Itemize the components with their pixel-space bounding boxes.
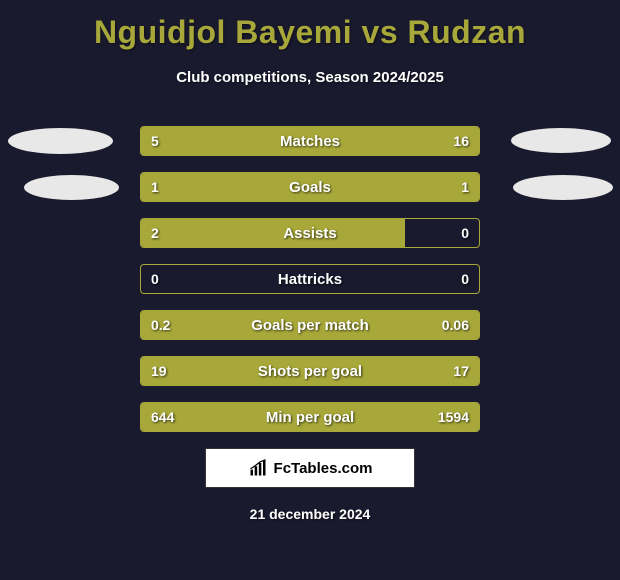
stat-label: Shots per goal: [141, 357, 479, 385]
player-left-oval-1: [8, 128, 113, 154]
comparison-subtitle: Club competitions, Season 2024/2025: [0, 69, 620, 86]
chart-icon: [248, 458, 268, 478]
stat-row: 11Goals: [140, 172, 480, 202]
stat-label: Min per goal: [141, 403, 479, 431]
player-right-oval-1: [511, 128, 611, 153]
stat-row: 0.20.06Goals per match: [140, 310, 480, 340]
comparison-date: 21 december 2024: [0, 506, 620, 522]
comparison-title: Nguidjol Bayemi vs Rudzan: [0, 0, 620, 51]
stat-bars-container: 516Matches 11Goals 20Assists 00Hattricks 0.2…: [140, 126, 480, 432]
stat-label: Goals per match: [141, 311, 479, 339]
stat-row: 516Matches: [140, 126, 480, 156]
chart-area: 516Matches 11Goals 20Assists 00Hattricks 0.2…: [0, 126, 620, 432]
stat-label: Goals: [141, 173, 479, 201]
player-left-oval-2: [24, 175, 119, 200]
attribution-text: FcTables.com: [274, 460, 373, 477]
attribution-box[interactable]: FcTables.com: [205, 448, 415, 488]
stat-row: 1917Shots per goal: [140, 356, 480, 386]
stat-label: Hattricks: [141, 265, 479, 293]
stat-label: Assists: [141, 219, 479, 247]
stat-row: 00Hattricks: [140, 264, 480, 294]
stat-label: Matches: [141, 127, 479, 155]
stat-row: 20Assists: [140, 218, 480, 248]
player-right-oval-2: [513, 175, 613, 200]
stat-row: 6441594Min per goal: [140, 402, 480, 432]
